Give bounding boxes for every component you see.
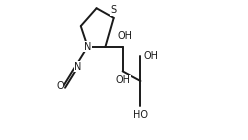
- Text: O: O: [56, 81, 64, 91]
- Text: OH: OH: [118, 31, 133, 41]
- Text: N: N: [84, 42, 91, 52]
- Text: OH: OH: [115, 75, 130, 86]
- Text: S: S: [111, 5, 117, 15]
- Text: OH: OH: [143, 51, 158, 61]
- Text: N: N: [74, 62, 82, 72]
- Text: HO: HO: [133, 110, 148, 120]
